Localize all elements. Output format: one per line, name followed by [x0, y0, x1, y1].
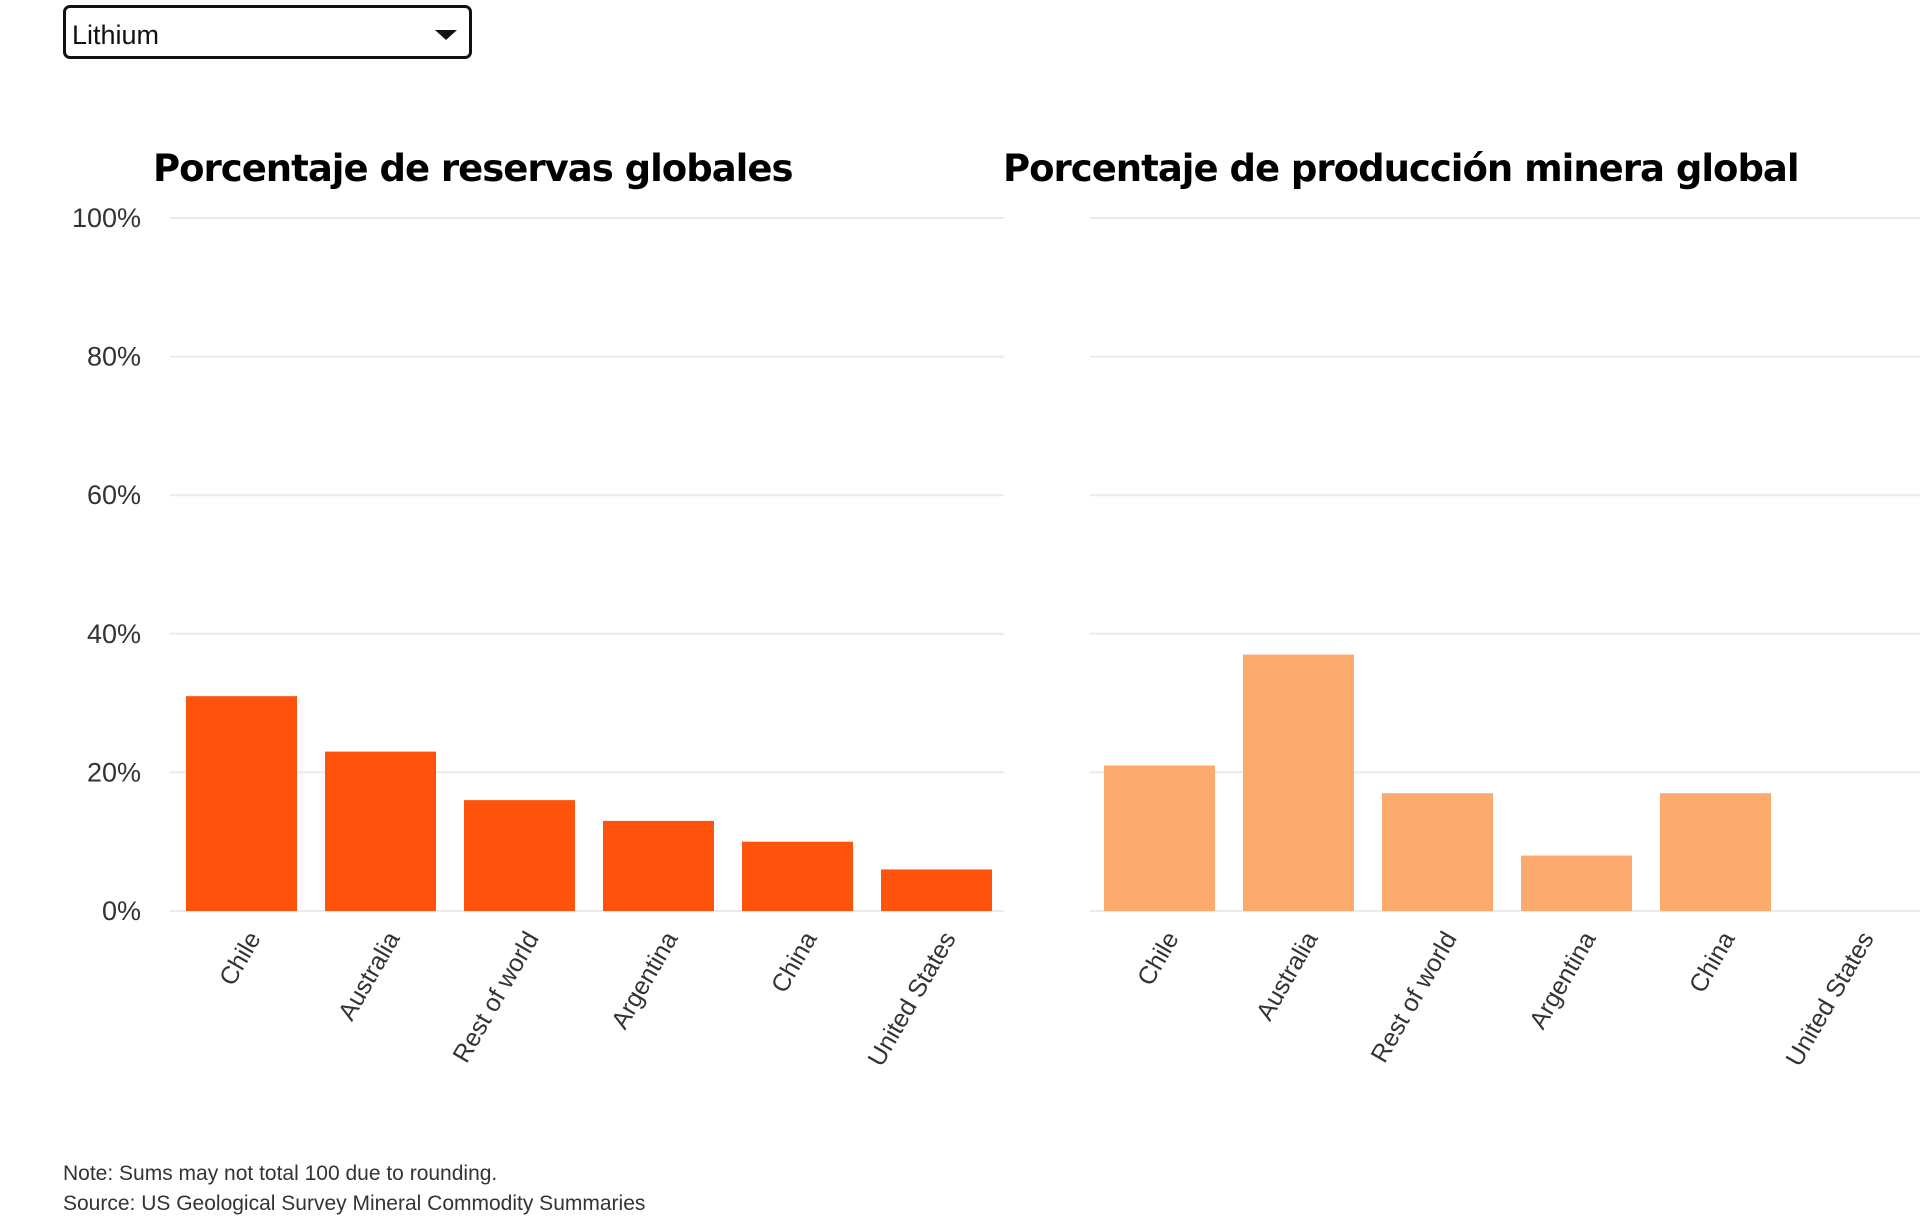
y-tick-label: 40% [87, 619, 141, 649]
y-tick-label: 100% [72, 203, 141, 233]
source-text: Source: US Geological Survey Mineral Com… [63, 1192, 646, 1215]
y-tick-label: 60% [87, 480, 141, 510]
x-tick-label: Rest of world [1366, 927, 1463, 1067]
bar-china [1660, 793, 1771, 911]
x-tick-label: Australia [333, 927, 406, 1025]
mineral-select[interactable]: Lithium [63, 5, 472, 59]
x-tick-label: Rest of world [448, 927, 545, 1067]
bar-argentina [1521, 855, 1632, 911]
note-text: Note: Sums may not total 100 due to roun… [63, 1162, 498, 1185]
chevron-down-icon [435, 30, 457, 40]
bar-china [742, 841, 853, 911]
bar-rest-of-world [464, 800, 575, 911]
bar-united-states [881, 869, 992, 911]
x-tick-label: China [1684, 927, 1741, 998]
bar-chile [1104, 765, 1215, 911]
bar-rest-of-world [1382, 793, 1493, 911]
x-tick-label: Argentina [606, 927, 684, 1034]
mineral-select-value: Lithium [72, 20, 160, 50]
x-tick-label: United States [1780, 927, 1879, 1071]
y-tick-label: 20% [87, 757, 141, 787]
x-tick-label: Chile [1132, 927, 1185, 990]
chart-title: Porcentaje de reservas globales [153, 147, 792, 190]
bar-chile [186, 696, 297, 911]
bar-argentina [603, 820, 714, 911]
x-tick-label: Chile [214, 927, 267, 990]
chart-title: Porcentaje de producción minera global [1003, 147, 1799, 190]
x-tick-label: China [766, 927, 823, 998]
bar-australia [1243, 654, 1354, 911]
bar-australia [325, 751, 436, 911]
y-tick-label: 80% [87, 342, 141, 372]
x-tick-label: United States [862, 927, 961, 1071]
x-tick-label: Australia [1251, 927, 1324, 1025]
x-tick-label: Argentina [1524, 927, 1602, 1034]
y-tick-label: 0% [102, 896, 141, 926]
